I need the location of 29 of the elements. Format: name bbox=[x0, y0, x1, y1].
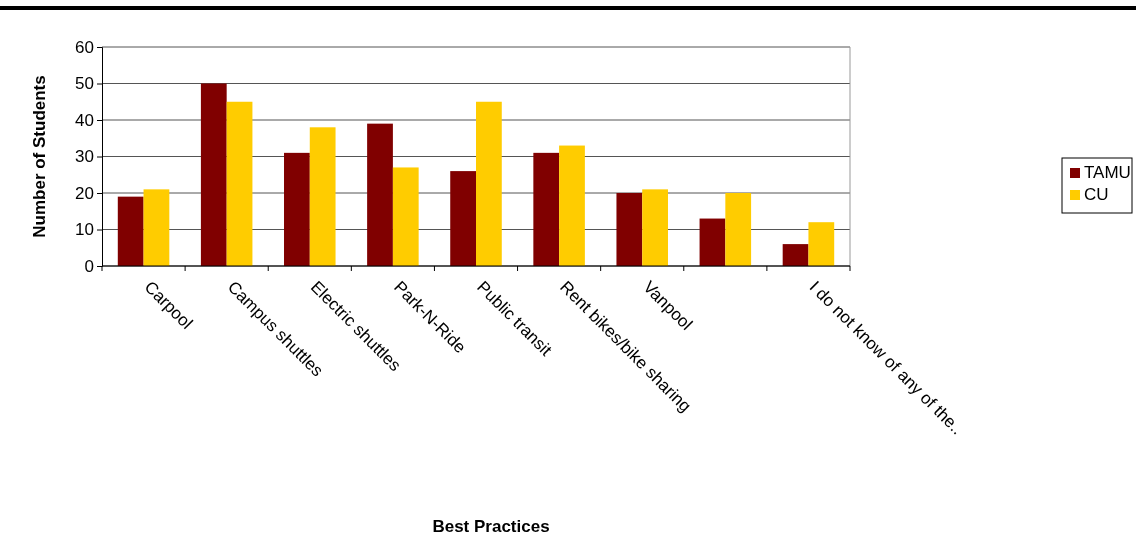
y-tick-label: 20 bbox=[75, 183, 94, 203]
y-tick-label: 0 bbox=[84, 256, 94, 276]
bar bbox=[367, 123, 393, 266]
bar bbox=[392, 167, 419, 266]
bar bbox=[476, 101, 502, 266]
bar bbox=[226, 101, 253, 266]
bar bbox=[284, 152, 310, 266]
y-tick-label: 50 bbox=[75, 74, 94, 94]
x-axis-title: Best Practices bbox=[432, 517, 550, 536]
y-tick-label: 40 bbox=[75, 110, 94, 130]
bar bbox=[309, 127, 336, 266]
bar bbox=[725, 193, 752, 266]
bar bbox=[117, 196, 144, 266]
bar bbox=[616, 193, 643, 266]
bar bbox=[143, 189, 170, 266]
bar bbox=[533, 152, 560, 266]
bar bbox=[200, 83, 227, 266]
bar bbox=[699, 218, 726, 266]
bar bbox=[642, 189, 668, 266]
legend-label: TAMU bbox=[1084, 163, 1131, 182]
y-tick-label: 30 bbox=[75, 147, 94, 167]
legend-label: CU bbox=[1084, 185, 1109, 204]
bar bbox=[559, 145, 585, 266]
y-axis-title: Number of Students bbox=[30, 75, 49, 238]
y-tick-label: 60 bbox=[75, 37, 94, 57]
bar bbox=[450, 171, 476, 266]
y-tick-label: 10 bbox=[75, 220, 94, 240]
bar bbox=[782, 244, 809, 266]
bar bbox=[808, 222, 835, 266]
